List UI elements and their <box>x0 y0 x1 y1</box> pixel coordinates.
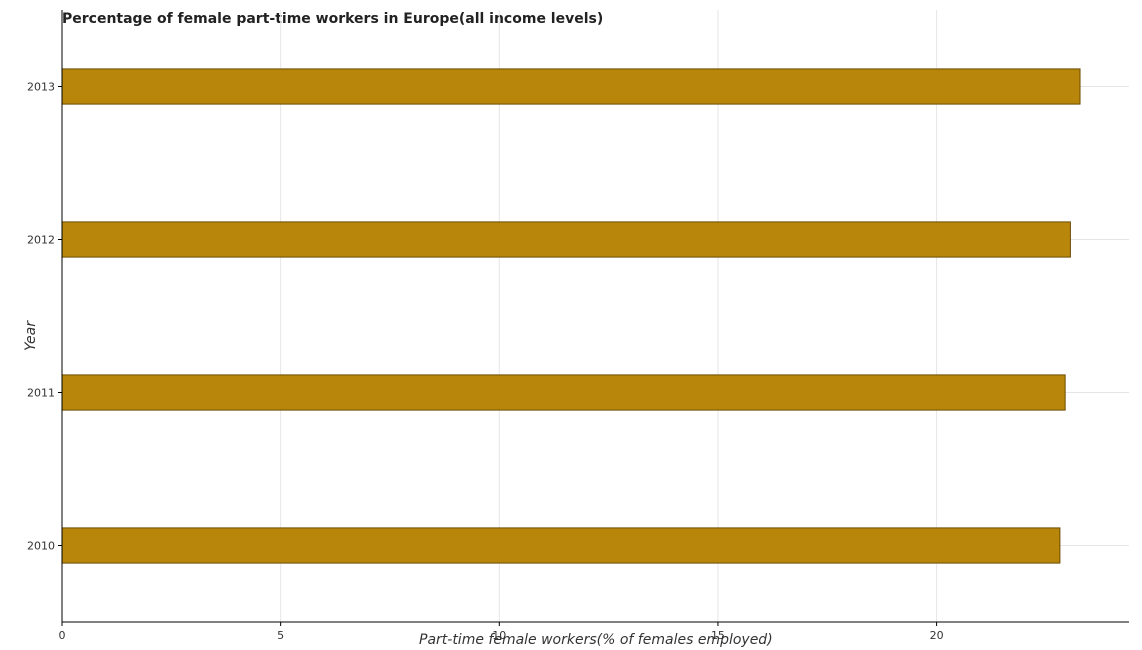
bars <box>61 68 1081 564</box>
bar-2012 <box>61 221 1071 258</box>
x-tick-label: 5 <box>277 629 284 642</box>
y-axis-label: Year <box>23 320 39 351</box>
x-tick-label: 20 <box>930 629 944 642</box>
chart-title: Percentage of female part-time workers i… <box>62 11 603 27</box>
x-tick-label: 0 <box>59 629 66 642</box>
y-tick-label: 2012 <box>27 234 55 247</box>
y-tick-label: 2011 <box>27 387 55 400</box>
y-tick-label: 2013 <box>27 81 55 94</box>
bar-2010 <box>61 527 1061 564</box>
x-tick-label: 15 <box>711 629 725 642</box>
bar-2013 <box>61 68 1081 105</box>
bar-2011 <box>61 374 1066 411</box>
y-ticks: 2010 2011 2012 2013 <box>27 81 62 553</box>
x-axis-label: Part-time female workers(% of females em… <box>419 632 773 648</box>
x-ticks: 0 5 10 15 20 <box>59 622 944 642</box>
x-tick-label: 10 <box>492 629 506 642</box>
y-tick-label: 2010 <box>27 540 55 553</box>
